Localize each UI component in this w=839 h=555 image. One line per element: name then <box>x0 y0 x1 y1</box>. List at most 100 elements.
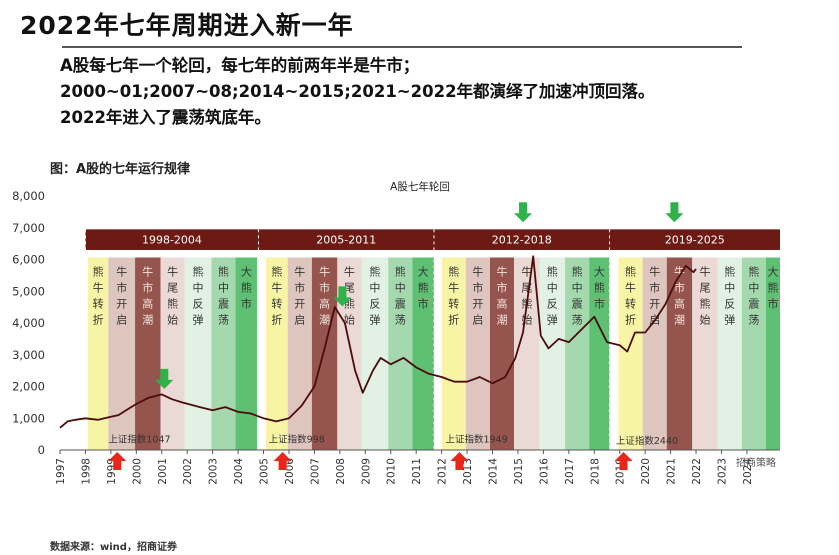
phase-label: 牛市开启 <box>472 265 483 327</box>
x-tick-label: 2022 <box>691 458 703 485</box>
phase-label: 熊中震荡 <box>572 265 583 327</box>
phase-label: 牛市高潮 <box>674 265 685 327</box>
chart-title: A股七年轮回 <box>390 180 450 193</box>
y-tick-label: 0 <box>38 443 45 457</box>
cycle-label: 2012-2018 <box>492 234 552 247</box>
up-arrow-icon <box>450 452 469 470</box>
source-note: 数据来源：wind，招商证券 <box>50 542 177 553</box>
phase-label: 熊中震荡 <box>218 265 229 327</box>
y-tick-label: 3,000 <box>12 348 45 362</box>
phase-band <box>465 257 490 450</box>
index-annotation: 上证指数1047 <box>108 433 170 445</box>
x-tick-label: 2001 <box>157 458 169 485</box>
up-arrow-icon <box>108 452 127 470</box>
phase-label: 大熊市 <box>418 265 429 311</box>
phase-label: 牛尾熊始 <box>699 265 710 327</box>
y-tick-label: 1,000 <box>12 411 45 425</box>
summary-line-1: A股每七年一个轮回，每七年的前两年半是牛市； <box>60 56 420 75</box>
x-tick-label: 2008 <box>335 458 347 485</box>
cycle-bar <box>258 229 434 250</box>
phase-band <box>666 257 693 450</box>
phase-band <box>311 257 338 450</box>
phase-band <box>642 257 667 450</box>
phase-band <box>87 257 109 450</box>
x-tick-label: 1997 <box>55 458 67 485</box>
phase-label: 牛尾熊始 <box>344 265 355 327</box>
y-tick-label: 8,000 <box>12 189 45 203</box>
phase-band <box>539 257 566 450</box>
phase-label: 熊牛转折 <box>271 265 282 327</box>
phase-label: 大熊市 <box>594 265 605 311</box>
down-arrow-icon <box>333 286 352 307</box>
cycle-chart: 熊牛转折牛市开启牛市高潮牛尾熊始熊中反弹熊中震荡大熊市熊牛转折牛市开启牛市高潮牛… <box>12 180 780 485</box>
index-annotation: 上证指数998 <box>269 433 325 445</box>
x-tick-label: 1998 <box>80 458 92 485</box>
x-tick-label: 2009 <box>360 458 372 485</box>
phase-band <box>565 257 590 450</box>
x-tick-label: 2017 <box>564 458 576 485</box>
x-tick-label: 2013 <box>462 458 474 485</box>
x-tick-label: 2010 <box>386 458 398 485</box>
x-tick-label: 2006 <box>284 458 296 485</box>
x-tick-label: 2003 <box>208 458 220 485</box>
x-tick-label: 2020 <box>640 458 652 485</box>
x-tick-label: 2016 <box>538 458 550 485</box>
phase-label: 牛市开启 <box>116 265 127 327</box>
phase-band <box>618 257 643 450</box>
x-tick-label: 2018 <box>589 458 601 485</box>
x-tick-label: 2004 <box>233 458 245 485</box>
phase-label: 熊中反弹 <box>369 265 380 327</box>
phase-label: 熊牛转折 <box>448 265 459 327</box>
phase-band <box>717 257 742 450</box>
y-tick-label: 5,000 <box>12 284 45 298</box>
phase-label: 牛市开启 <box>294 265 305 327</box>
x-tick-label: 2002 <box>182 458 194 485</box>
phase-band <box>489 257 515 450</box>
y-tick-label: 4,000 <box>12 316 45 330</box>
y-tick-label: 7,000 <box>12 221 45 235</box>
phase-label: 熊中反弹 <box>193 265 204 327</box>
phase-band <box>388 257 413 450</box>
x-tick-label: 2024 <box>742 458 754 485</box>
phase-label: 牛尾熊始 <box>167 265 178 327</box>
phase-band <box>235 257 258 450</box>
cycle-bar <box>85 229 259 250</box>
up-arrow-icon <box>273 452 292 470</box>
x-tick-label: 2015 <box>513 458 525 485</box>
phase-label: 大熊市 <box>768 265 779 311</box>
phase-band <box>135 257 161 450</box>
x-tick-label: 2014 <box>488 458 500 485</box>
cycle-bar <box>609 229 780 250</box>
phase-label: 大熊市 <box>241 265 252 311</box>
down-arrow-icon <box>155 368 174 389</box>
phase-band <box>108 257 136 450</box>
phase-band <box>741 257 767 450</box>
y-tick-label: 2,000 <box>12 380 45 394</box>
index-annotation: 上证指数1949 <box>445 433 507 445</box>
phase-label: 熊中震荡 <box>748 265 759 327</box>
x-tick-label: 2000 <box>131 458 143 485</box>
x-tick-label: 2012 <box>437 458 449 485</box>
cycle-bar <box>433 229 610 250</box>
x-tick-label: 2005 <box>259 458 271 485</box>
up-arrow-icon <box>614 452 633 470</box>
summary-line-3: 2022年进入了震荡筑底年。 <box>60 108 271 127</box>
phase-band <box>692 257 718 450</box>
cycle-label: 2005-2011 <box>316 234 376 247</box>
cycle-label: 2019-2025 <box>665 234 725 247</box>
phase-label: 牛市高潮 <box>319 265 330 327</box>
phase-label: 熊中反弹 <box>547 265 558 327</box>
phase-band <box>441 257 466 450</box>
phase-label: 熊中反弹 <box>724 265 735 327</box>
phase-band <box>766 257 780 450</box>
phase-band <box>514 257 540 450</box>
phase-band <box>589 257 610 450</box>
phase-band <box>266 257 288 450</box>
phase-band <box>184 257 212 450</box>
cycle-label: 1998-2004 <box>142 234 202 247</box>
phase-label: 熊中震荡 <box>395 265 406 327</box>
index-line <box>59 255 697 429</box>
phase-band <box>211 257 236 450</box>
index-annotation: 上证指数2440 <box>616 435 678 447</box>
down-arrow-icon <box>514 202 533 223</box>
